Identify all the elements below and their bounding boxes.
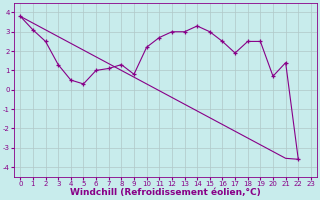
- X-axis label: Windchill (Refroidissement éolien,°C): Windchill (Refroidissement éolien,°C): [70, 188, 261, 197]
